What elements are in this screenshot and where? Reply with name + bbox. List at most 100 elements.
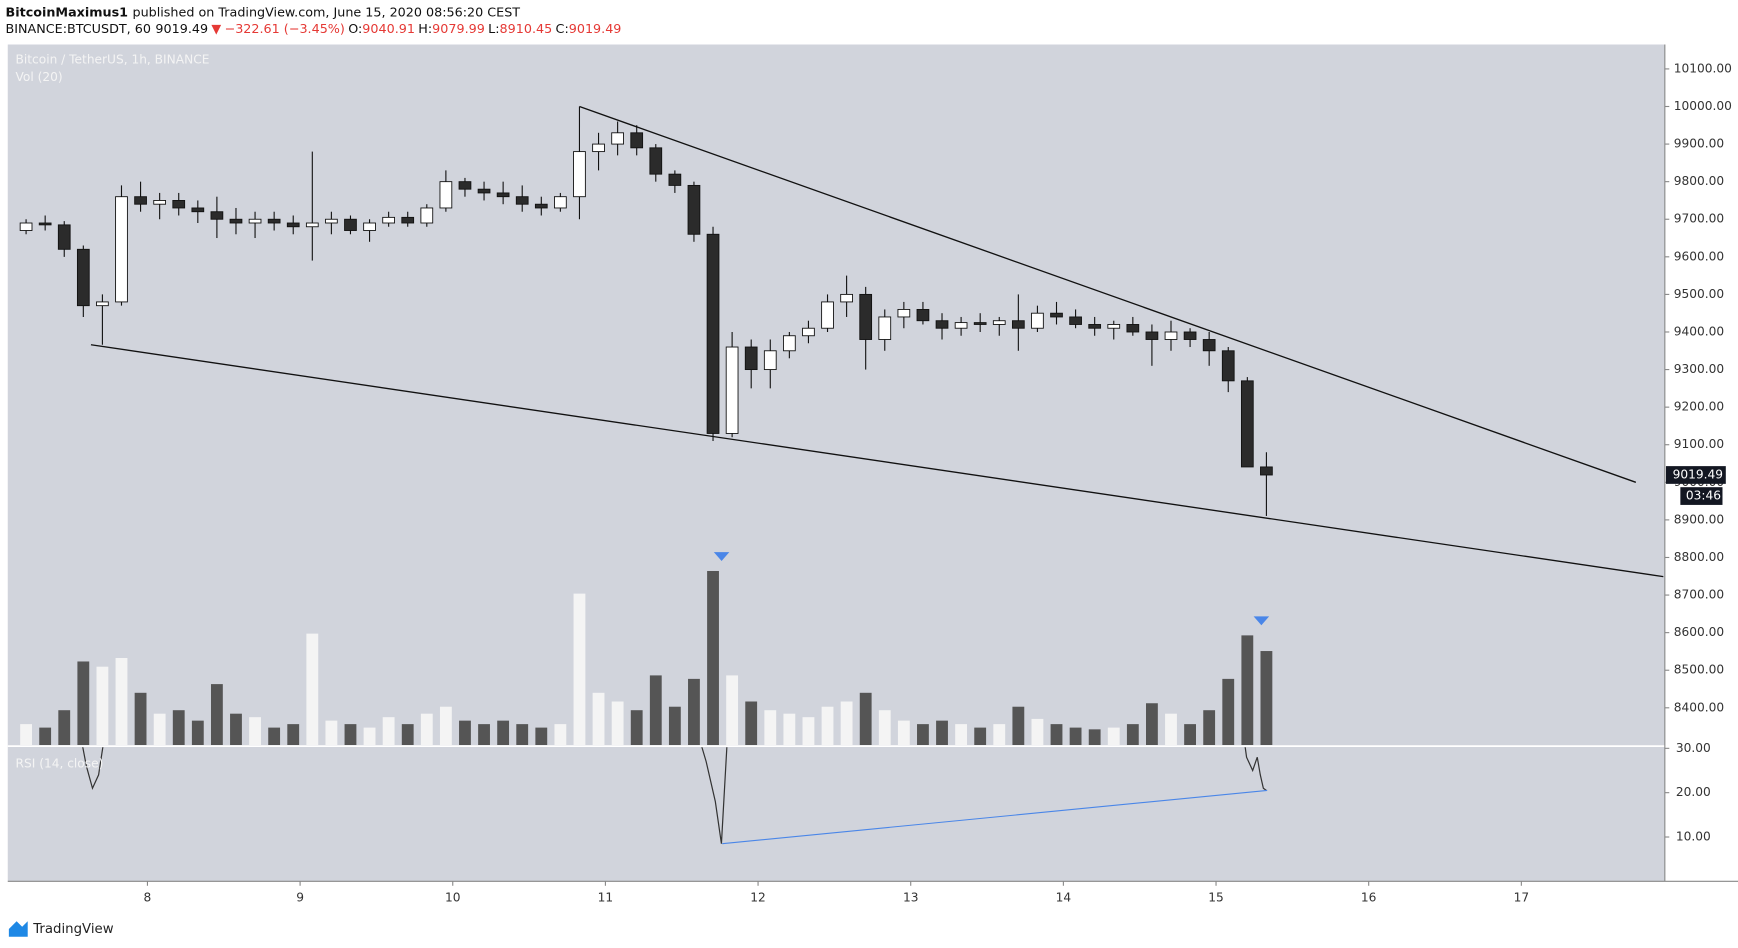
- candle-body: [935, 320, 949, 329]
- candle-body: [96, 301, 109, 307]
- volume-bar: [707, 570, 719, 746]
- candle-body: [649, 147, 663, 175]
- footer-logo: TradingView: [8, 921, 114, 937]
- candle-body: [706, 233, 720, 434]
- candle-body: [153, 200, 167, 205]
- x-tick-label: 9: [296, 890, 304, 904]
- volume-bar: [382, 717, 395, 746]
- volume-bar: [745, 701, 758, 746]
- y-tick-label: 9300.00: [1674, 362, 1724, 376]
- candle-body: [1050, 312, 1063, 318]
- candle-body: [687, 184, 701, 235]
- candle-body: [1164, 331, 1178, 340]
- volume-bar: [668, 706, 681, 746]
- candle-body: [744, 346, 758, 371]
- marker: [1253, 616, 1270, 626]
- volume-layer: [20, 570, 1273, 746]
- candle-body: [973, 322, 987, 325]
- candle-body: [1240, 380, 1254, 468]
- change: −322.61 (−3.45%): [225, 21, 345, 36]
- volume-bar: [497, 720, 510, 746]
- candle-body: [916, 308, 930, 322]
- volume-bar: [268, 727, 281, 746]
- candle-body: [1107, 324, 1121, 329]
- y-tick-label: 8900.00: [1674, 512, 1724, 526]
- candle-body: [286, 222, 300, 228]
- volume-bar: [420, 713, 433, 746]
- candle-body: [897, 308, 911, 318]
- volume-bar: [1088, 729, 1101, 746]
- volume-bar: [325, 720, 338, 746]
- candle-layer: [19, 106, 1273, 516]
- rsi-line: [701, 747, 728, 844]
- volume-bar: [821, 706, 834, 746]
- volume-bar: [649, 675, 662, 746]
- published-text: published on TradingView.com, June 15, 2…: [132, 5, 520, 20]
- candle-body: [1183, 331, 1197, 340]
- close-value: 9019.49: [569, 21, 622, 36]
- volume-bar: [344, 724, 357, 746]
- y-tick-label: 9900.00: [1674, 137, 1724, 151]
- candle-body: [267, 218, 281, 224]
- low-label: L:: [488, 21, 499, 36]
- candle-body: [401, 216, 415, 224]
- candle-body: [19, 222, 33, 231]
- volume-bar: [1203, 710, 1216, 746]
- candle-body: [592, 143, 605, 153]
- candle-body: [76, 248, 90, 307]
- publisher: BitcoinMaximus1: [6, 5, 129, 20]
- y-tick-label: 9200.00: [1674, 400, 1724, 414]
- candle-body: [802, 327, 815, 337]
- volume-bar: [172, 710, 185, 746]
- volume-bar: [974, 727, 987, 746]
- open-label: O:: [348, 21, 362, 36]
- volume-label: Vol (20): [16, 70, 63, 84]
- y-tick-label: 9800.00: [1674, 174, 1724, 188]
- volume-bar: [1107, 727, 1120, 746]
- candle-body: [210, 211, 224, 220]
- volume-bar: [878, 710, 891, 746]
- volume-bar: [1031, 718, 1044, 746]
- volume-bar: [1069, 727, 1082, 746]
- volume-bar: [306, 633, 319, 746]
- low-value: 8910.45: [500, 21, 553, 36]
- x-tick-label: 14: [1056, 890, 1072, 904]
- candle-body: [554, 196, 567, 209]
- y-tick-label: 10100.00: [1674, 61, 1732, 75]
- candle-body: [1011, 320, 1025, 329]
- x-tick-label: 16: [1361, 890, 1377, 904]
- rsi-tick-label: 20.00: [1676, 785, 1711, 799]
- rsi-line: [1244, 747, 1267, 791]
- volume-bar: [459, 720, 471, 746]
- candle-body: [38, 222, 52, 226]
- volume-bar: [1146, 703, 1158, 746]
- candle-body: [1221, 350, 1235, 382]
- volume-bar: [1165, 713, 1177, 746]
- open-value: 9040.91: [362, 21, 415, 36]
- close-label: C:: [556, 21, 569, 36]
- volume-bar: [764, 710, 777, 746]
- candle-body: [573, 151, 586, 198]
- candle-body: [1069, 316, 1082, 325]
- marker: [713, 552, 730, 562]
- candle-body: [363, 222, 376, 231]
- candle-body: [1145, 331, 1159, 340]
- candle-body: [668, 173, 682, 186]
- candle-body: [783, 335, 796, 352]
- volume-bar: [96, 666, 109, 746]
- candle-body: [439, 181, 453, 209]
- countdown-box: [1680, 487, 1723, 505]
- volume-bar: [611, 701, 624, 746]
- y-tick-label: 8700.00: [1674, 588, 1724, 602]
- candle-body: [382, 216, 395, 224]
- candle-body: [859, 293, 873, 340]
- candle-body: [57, 224, 71, 250]
- volume-bar: [897, 720, 910, 746]
- volume-bar: [993, 724, 1006, 746]
- y-tick-label: 9100.00: [1674, 437, 1724, 451]
- candle-body: [134, 196, 147, 205]
- volume-bar: [516, 724, 529, 746]
- candle-body: [515, 196, 529, 205]
- candle-body: [305, 222, 319, 228]
